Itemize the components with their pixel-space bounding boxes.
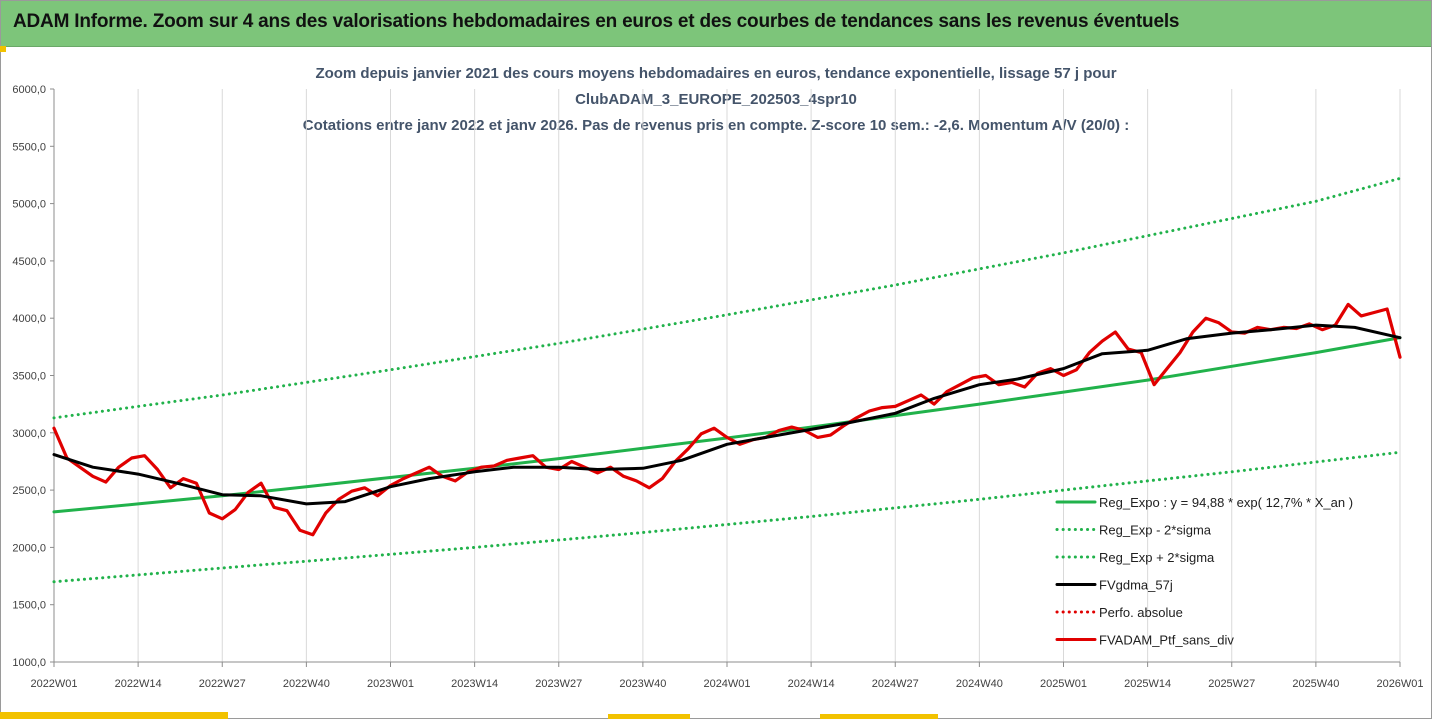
- x-tick-label: 2025W01: [1040, 678, 1087, 690]
- x-tick-label: 2024W14: [788, 678, 835, 690]
- y-tick-label: 2000,0: [12, 542, 46, 554]
- chart-series: [52, 176, 1402, 584]
- y-tick-label: 5500,0: [12, 141, 46, 153]
- y-tick-label: 4000,0: [12, 313, 46, 325]
- x-tick-label: 2022W01: [30, 678, 77, 690]
- x-tick-label: 2022W40: [283, 678, 330, 690]
- x-tick-label: 2023W40: [619, 678, 666, 690]
- chart-title-line-3: Cotations entre janv 2022 et janv 2026. …: [302, 117, 1130, 134]
- chart-legend: Reg_Expo : y = 94,88 * exp( 12,7% * X_an…: [1055, 495, 1353, 648]
- legend-label-5: Perfo. absolue: [1099, 605, 1183, 620]
- y-tick-label: 4500,0: [12, 256, 46, 268]
- accent-bar-bottom-mid: [608, 714, 690, 719]
- y-tick-label: 2500,0: [12, 485, 46, 497]
- report-header-banner: ADAM Informe. Zoom sur 4 ans des valoris…: [1, 1, 1431, 47]
- chart-title-line-1: Zoom depuis janvier 2021 des cours moyen…: [315, 65, 1117, 82]
- legend-label-3: Reg_Exp + 2*sigma: [1099, 550, 1215, 565]
- x-tick-label: 2024W27: [872, 678, 919, 690]
- accent-bar-bottom-left: [0, 712, 228, 719]
- chart-axes: 2022W01 2022W14 2022W27 2022W40 2023W01 2023W…: [12, 84, 1423, 690]
- y-tick-label: 3500,0: [12, 371, 46, 383]
- series-line-4: [52, 323, 1402, 506]
- x-tick-label: 2023W27: [535, 678, 582, 690]
- legend-label-2: Reg_Exp - 2*sigma: [1099, 523, 1212, 538]
- y-tick-label: 1500,0: [12, 600, 46, 612]
- series-line-2: [52, 450, 1402, 584]
- legend-label-6: FVADAM_Ptf_sans_div: [1099, 633, 1234, 648]
- legend-label-1: Reg_Expo : y = 94,88 * exp( 12,7% * X_an…: [1099, 495, 1353, 510]
- y-tick-label: 6000,0: [12, 84, 46, 96]
- y-tick-label: 1000,0: [12, 657, 46, 669]
- chart-grid: [53, 89, 1401, 662]
- x-tick-label: 2025W14: [1124, 678, 1171, 690]
- x-tick-label: 2022W14: [115, 678, 162, 690]
- y-tick-label: 5000,0: [12, 199, 46, 211]
- series-line-6: [52, 302, 1402, 537]
- report-title: ADAM Informe. Zoom sur 4 ans des valoris…: [13, 11, 1180, 32]
- x-tick-label: 2025W40: [1292, 678, 1339, 690]
- chart-title-line-2: ClubADAM_3_EUROPE_202503_4spr10: [575, 91, 857, 108]
- x-tick-label: 2026W01: [1376, 678, 1423, 690]
- x-tick-label: 2023W14: [451, 678, 498, 690]
- x-tick-label: 2022W27: [199, 678, 246, 690]
- x-tick-label: 2025W27: [1208, 678, 1255, 690]
- y-tick-label: 3000,0: [12, 428, 46, 440]
- accent-bar-bottom-right: [820, 714, 938, 719]
- x-tick-label: 2024W40: [956, 678, 1003, 690]
- x-tick-label: 2024W01: [703, 678, 750, 690]
- x-tick-label: 2023W01: [367, 678, 414, 690]
- accent-mark-left: [0, 46, 6, 52]
- series-line-3: [52, 176, 1402, 420]
- legend-label-4: FVgdma_57j: [1099, 578, 1173, 593]
